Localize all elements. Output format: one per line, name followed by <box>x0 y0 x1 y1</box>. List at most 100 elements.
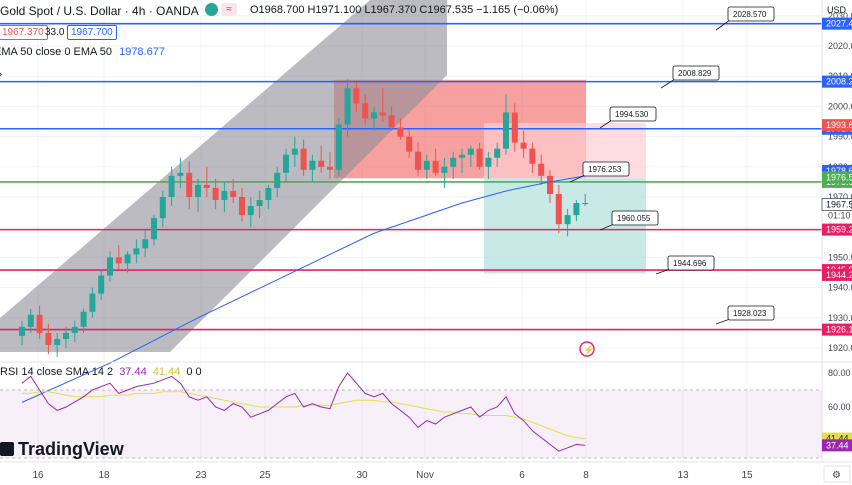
time-label-15: 15 <box>741 470 753 481</box>
sell-button[interactable]: 1967.370 <box>0 25 48 40</box>
callout-box <box>667 255 715 271</box>
tradingview-logo-text: TradingView <box>18 439 124 459</box>
rsi-tick-60.00: 60.00 <box>828 402 851 412</box>
level-badge-1926.1 <box>822 323 852 336</box>
candle-body <box>256 200 263 207</box>
gear-icon: ⚙ <box>832 470 841 481</box>
candle-body <box>107 257 113 276</box>
candle-body <box>441 166 448 173</box>
axis-badge-1976.5 <box>822 171 852 184</box>
candle-body <box>247 206 254 216</box>
rsi-sma-legend-value: 41.44 <box>152 366 181 378</box>
level-badge-1959.2 <box>822 223 852 236</box>
time-label-30: 30 <box>356 470 368 481</box>
candle-body <box>212 187 219 201</box>
axis-badge-1944.2 <box>822 268 852 281</box>
axis-badge-label: 1978.6 <box>826 166 852 176</box>
level-badge-label: 1926.1 <box>826 325 852 335</box>
rsi-sma-line <box>22 391 586 440</box>
callout-leader <box>715 19 731 31</box>
candle-body <box>520 142 527 149</box>
rsi-badge-label: 41.44 <box>826 434 849 444</box>
ema-legend-label: EMA 50 close 0 EMA 50 <box>0 46 113 58</box>
candle-body <box>503 112 509 149</box>
candle-body <box>124 254 131 264</box>
candle-body <box>300 148 307 170</box>
candle-body <box>71 326 78 333</box>
level-badge-label: 2027.4 <box>826 19 852 29</box>
rsi-badge-37.44 <box>822 439 852 452</box>
time-label-18: 18 <box>98 470 110 481</box>
symbol-title[interactable]: Gold Spot / U.S. Dollar · 4h · OANDA <box>0 4 199 18</box>
candle-body <box>371 112 377 119</box>
candle-body <box>19 326 25 336</box>
spread-value: 33.0 <box>45 27 65 38</box>
callout-leader <box>599 119 613 129</box>
alert-icon <box>579 341 595 357</box>
time-label-13: 13 <box>677 470 689 481</box>
candle-body <box>415 151 421 170</box>
callout-label-1944.696: 1944.696 <box>673 259 707 268</box>
callout-box <box>727 6 775 22</box>
candle-body <box>27 314 34 327</box>
candle-body <box>239 197 245 216</box>
price-tick-2000.0: 2000.0 <box>828 101 852 111</box>
candle-body <box>168 175 175 197</box>
candle-body <box>459 154 465 158</box>
rsi-legend-label: RSI 14 close SMA 14 2 <box>0 366 114 378</box>
candle-body <box>582 203 589 205</box>
candle-body <box>318 160 325 167</box>
rsi-legend-extra: 0 0 <box>186 366 202 378</box>
level-badge-2008.2 <box>822 75 852 88</box>
candle-body <box>388 115 395 128</box>
callout-box <box>672 65 720 81</box>
price-tick-1970.0: 1970.0 <box>828 192 852 202</box>
axis-badge-label: 1993.8 <box>826 120 852 130</box>
waves-icon[interactable]: ≈ <box>221 3 238 16</box>
candle-body <box>450 157 457 167</box>
callout-label-2008.829: 2008.829 <box>678 69 712 78</box>
callout-leader <box>655 268 671 275</box>
candle-body <box>54 338 61 345</box>
buy-button[interactable]: 1967.700 <box>67 25 117 40</box>
axis-badge-label: 1967.5 <box>826 200 852 210</box>
rsi-line <box>21 372 586 452</box>
collapse-chevron-icon[interactable]: › <box>0 66 2 81</box>
target-zone <box>484 178 646 274</box>
alert-icon-glyph: ⚡ <box>583 344 594 356</box>
ema-50-line <box>21 175 586 403</box>
candle-body <box>159 197 166 219</box>
candle-body <box>274 172 281 188</box>
candle-body <box>485 157 492 167</box>
candle-body <box>564 215 571 225</box>
candle-body <box>327 166 333 170</box>
callout-box <box>609 106 657 122</box>
candle-body <box>467 148 474 155</box>
candle-body <box>335 124 342 170</box>
callout-label-1960.055: 1960.055 <box>617 214 651 223</box>
price-tick-1950.0: 1950.0 <box>828 252 852 262</box>
rsi-legend[interactable]: RSI 14 close SMA 14 2 37.44 41.44 0 0 <box>0 366 202 378</box>
candle-body <box>476 148 483 167</box>
rsi-badge-label: 37.44 <box>826 440 849 450</box>
candle-body <box>309 160 316 170</box>
candle-body <box>186 172 193 197</box>
candle-body <box>573 203 580 216</box>
candle-body <box>230 190 237 197</box>
callout-leader <box>715 318 731 325</box>
callout-leader <box>569 174 586 183</box>
callout-label-2028.570: 2028.570 <box>733 10 767 19</box>
candle-body <box>203 184 210 188</box>
symbol-name: Gold Spot / U.S. Dollar · 4h · OANDA <box>0 4 199 18</box>
candle-body <box>397 127 404 137</box>
tradingview-logo[interactable]: TradingView <box>0 439 124 460</box>
rsi-tick-80.00: 80.00 <box>828 368 851 378</box>
candle-body <box>221 190 228 201</box>
callout-leader <box>599 223 615 231</box>
callout-label-1928.023: 1928.023 <box>733 309 767 318</box>
time-label-6: 6 <box>519 470 525 481</box>
candle-body <box>538 163 545 176</box>
ema-legend[interactable]: EMA 50 close 0 EMA 50 1978.677 <box>0 46 165 58</box>
